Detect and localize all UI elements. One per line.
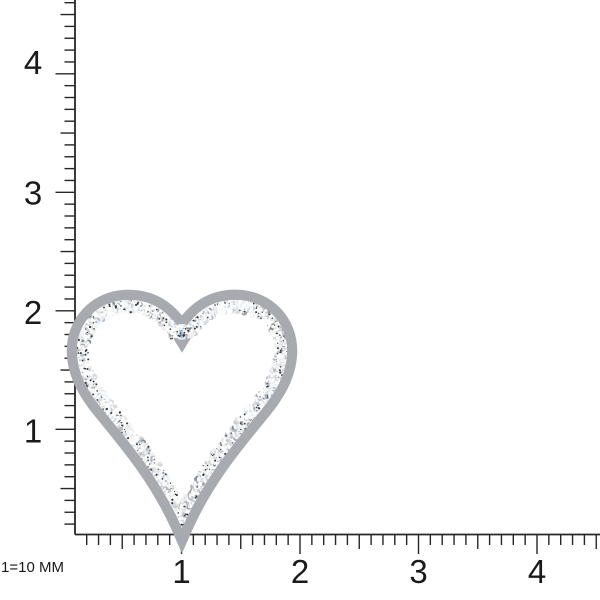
svg-text:2: 2 (24, 294, 42, 331)
svg-text:4: 4 (24, 44, 42, 81)
svg-text:1=10 MM: 1=10 MM (1, 559, 64, 576)
svg-text:1: 1 (24, 413, 42, 450)
svg-text:3: 3 (409, 553, 427, 590)
svg-text:2: 2 (291, 553, 309, 590)
svg-text:1: 1 (172, 553, 190, 590)
svg-text:4: 4 (528, 553, 546, 590)
svg-text:3: 3 (24, 175, 42, 212)
